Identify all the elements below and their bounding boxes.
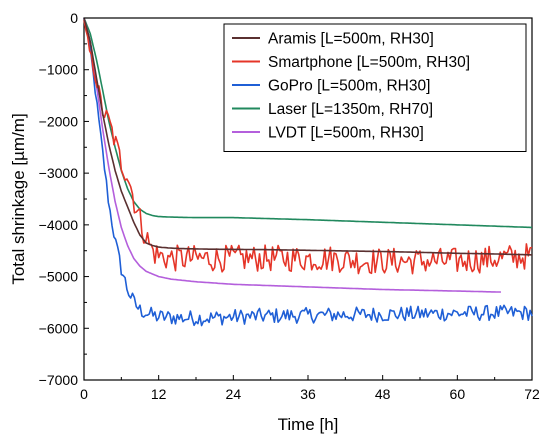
plot-area: 0 12 24 36 48 60 72 0 −1000 −2000 −3000 −4000 −5000 −…: [39, 10, 540, 402]
legend-label: Laser [L=1350m, RH70]: [268, 101, 433, 118]
y-tick-label: −3000: [39, 165, 79, 181]
x-tick-label: 60: [450, 386, 466, 402]
legend-label: Smartphone [L=500m, RH30]: [268, 54, 470, 71]
x-tick-label: 12: [151, 386, 167, 402]
series-lines: [83, 17, 533, 327]
series-line: [83, 17, 532, 229]
series-line: [83, 17, 501, 293]
y-axis-title: Total shrinkage [µm/m]: [9, 113, 28, 284]
series-line: [83, 17, 533, 256]
y-tick-label: −4000: [39, 217, 79, 233]
x-tick-label: 48: [375, 386, 391, 402]
y-tick-label: −6000: [39, 320, 79, 336]
y-tick-label: −1000: [39, 62, 79, 78]
legend-box: [223, 23, 527, 152]
y-tick-label: −2000: [39, 113, 79, 129]
y-tick-label: 0: [70, 10, 78, 26]
y-tick-label: −5000: [39, 269, 79, 285]
y-tick-label: −7000: [39, 372, 79, 388]
axis-ticks: 0 12 24 36 48 60 72 0 −1000 −2000 −3000 −4000 −5000 −…: [39, 10, 540, 402]
legend-label: GoPro [L=500m, RH30]: [268, 78, 430, 95]
x-axis-title: Time [h]: [278, 415, 339, 434]
legend: Aramis [L=500m, RH30] Smartphone [L=500m,…: [223, 23, 527, 152]
x-tick-label: 24: [226, 386, 242, 402]
series-line: [83, 17, 533, 327]
x-tick-label: 72: [524, 386, 540, 402]
legend-label: LVDT [L=500m, RH30]: [268, 125, 424, 142]
x-tick-label: 36: [300, 386, 316, 402]
x-tick-label: 0: [80, 386, 88, 402]
legend-label: Aramis [L=500m, RH30]: [268, 31, 434, 48]
series-line: [83, 19, 533, 275]
